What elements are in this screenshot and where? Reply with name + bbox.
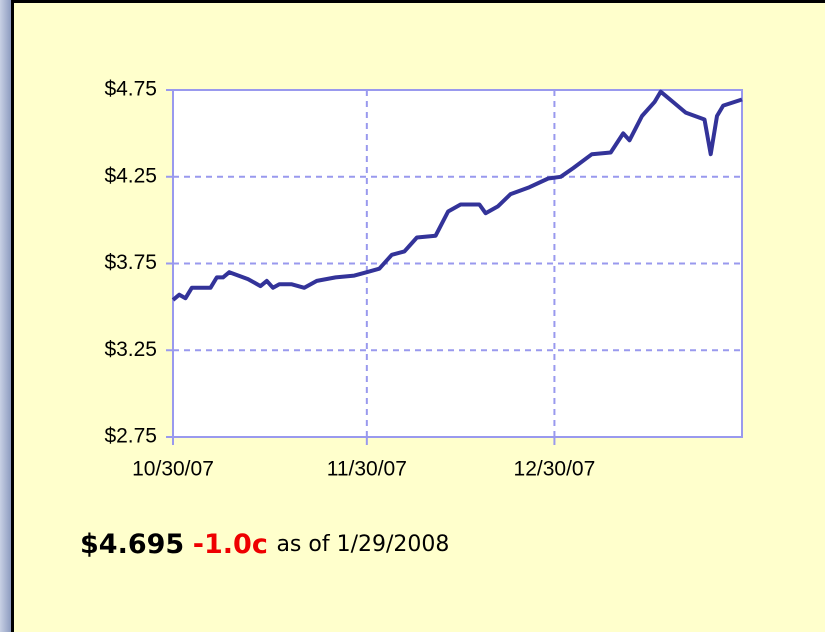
y-tick-label: $4.25 [104,164,157,187]
y-tick-label: $2.75 [104,425,157,448]
x-tick-label: 10/30/07 [132,458,214,481]
as-of: as of 1/29/2008 [276,532,449,557]
price: $4.695 [80,529,184,560]
plot-area [173,90,742,437]
x-tick-label: 12/30/07 [514,458,596,481]
side-strip [0,0,11,632]
y-tick-label: $3.75 [104,251,157,274]
footer: $4.695 -1.0c as of 1/29/2008 [80,529,449,560]
y-tick-label: $3.25 [104,338,157,361]
y-tick-label: $4.75 [104,78,157,101]
price-line [171,89,743,302]
x-tick-label: 11/30/07 [327,458,407,481]
change: -1.0c [193,529,268,560]
panel-border [11,0,14,632]
panel-border [11,0,825,3]
